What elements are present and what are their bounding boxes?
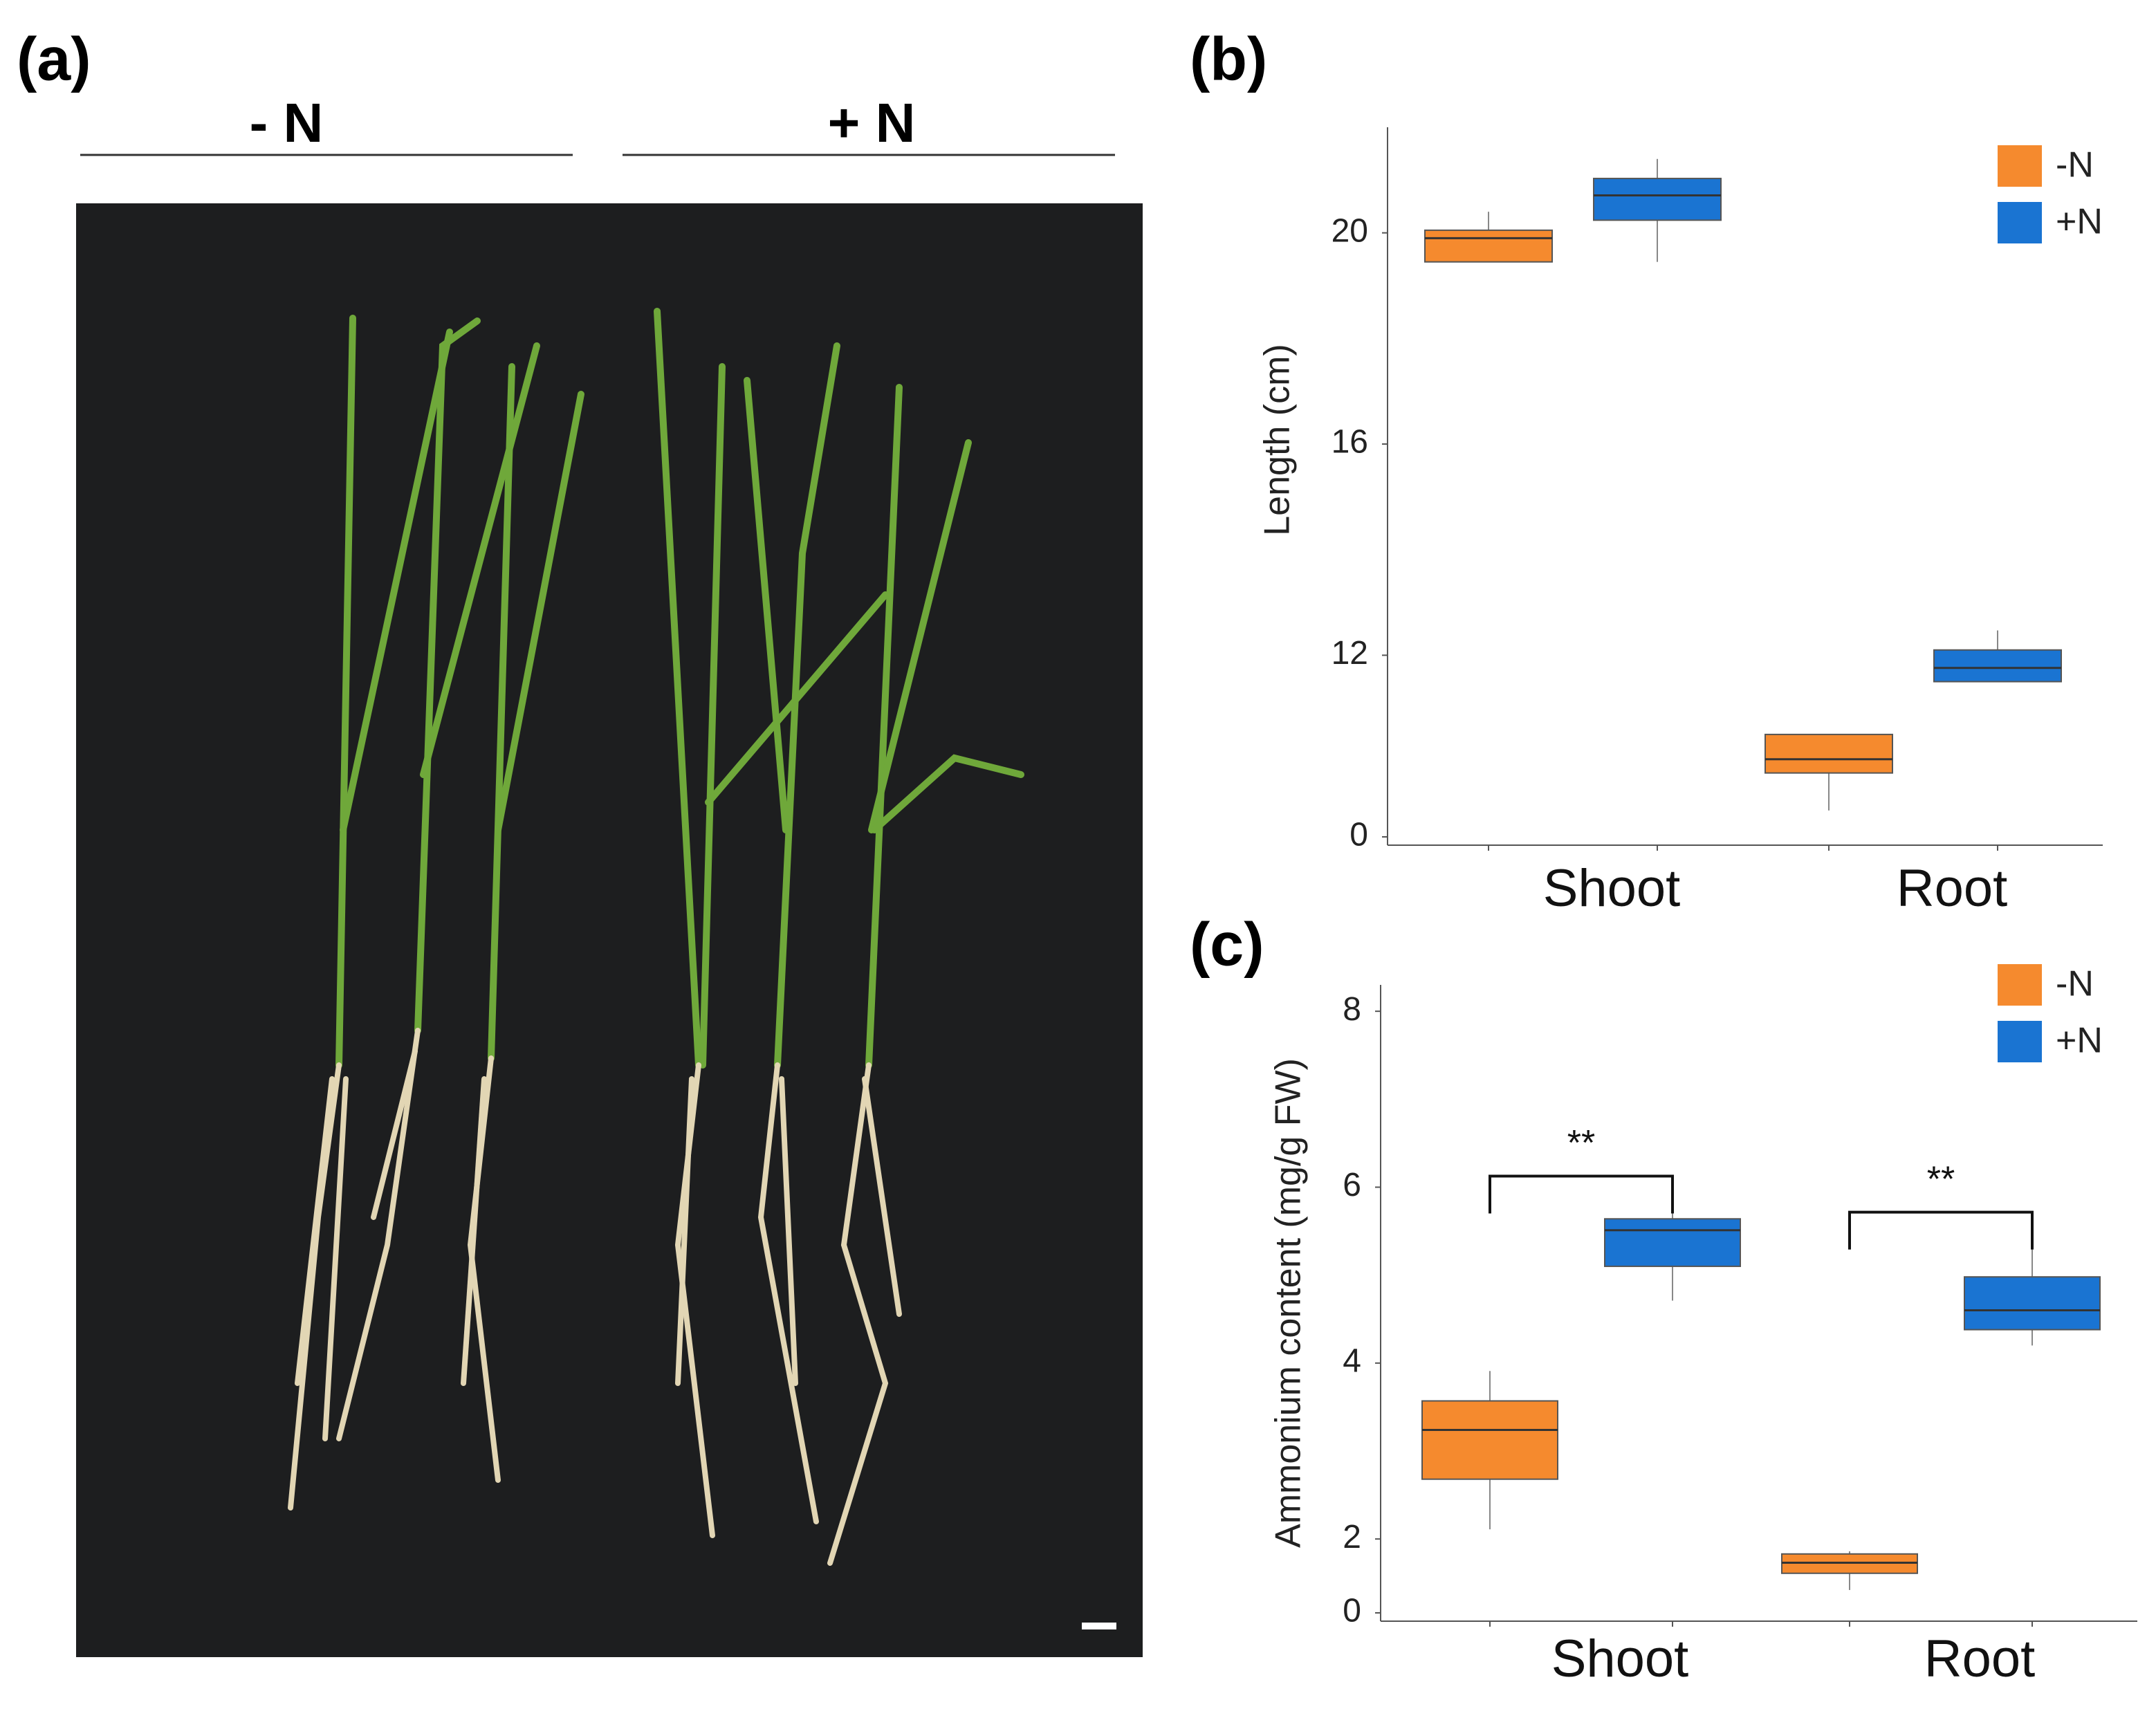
box (1604, 1218, 1741, 1267)
group-label: + N (828, 92, 916, 154)
box (1593, 178, 1722, 221)
y-axis-label: Length (cm) (1257, 344, 1298, 535)
x-tick-label: Shoot (1543, 859, 1681, 918)
legend-label: +N (2056, 1021, 2103, 1061)
box (1424, 229, 1553, 263)
legend-swatch (1998, 1021, 2042, 1062)
y-tick-label: 16 (1332, 424, 1368, 461)
y-tick-label: 12 (1332, 635, 1368, 672)
legend-label: -N (2056, 964, 2094, 1004)
significance-label: ** (1927, 1159, 1955, 1199)
panel-label: (b) (1190, 24, 1267, 93)
significance-bracket (1848, 1210, 2034, 1250)
legend-label: -N (2056, 145, 2094, 185)
y-tick-label: 4 (1343, 1343, 1361, 1380)
box (1933, 649, 2062, 683)
x-tick-label: Shoot (1551, 1629, 1689, 1688)
y-tick-label: 6 (1343, 1167, 1361, 1203)
x-tick-label: Root (1897, 859, 2008, 918)
y-tick-label: 8 (1343, 991, 1361, 1028)
y-tick-label: 0 (1343, 1593, 1361, 1629)
x-tick-label: Root (1924, 1629, 2036, 1688)
panel-label: (a) (17, 24, 91, 93)
legend-swatch (1998, 202, 2042, 243)
legend-swatch (1998, 964, 2042, 1006)
box (1765, 733, 1893, 774)
box (1964, 1276, 2101, 1331)
y-axis-label: Ammonium content (mg/g FW) (1269, 1058, 1309, 1548)
photo (76, 203, 1143, 1657)
y-tick-label: 20 (1332, 212, 1368, 249)
y-tick-label: 2 (1343, 1519, 1361, 1555)
panel-label: (c) (1190, 909, 1264, 978)
group-label: - N (250, 92, 324, 154)
box (1421, 1400, 1558, 1480)
significance-label: ** (1567, 1123, 1595, 1163)
legend-swatch (1998, 145, 2042, 187)
legend-label: +N (2056, 202, 2103, 242)
significance-bracket (1489, 1174, 1674, 1214)
y-tick-label: 0 (1349, 817, 1368, 853)
